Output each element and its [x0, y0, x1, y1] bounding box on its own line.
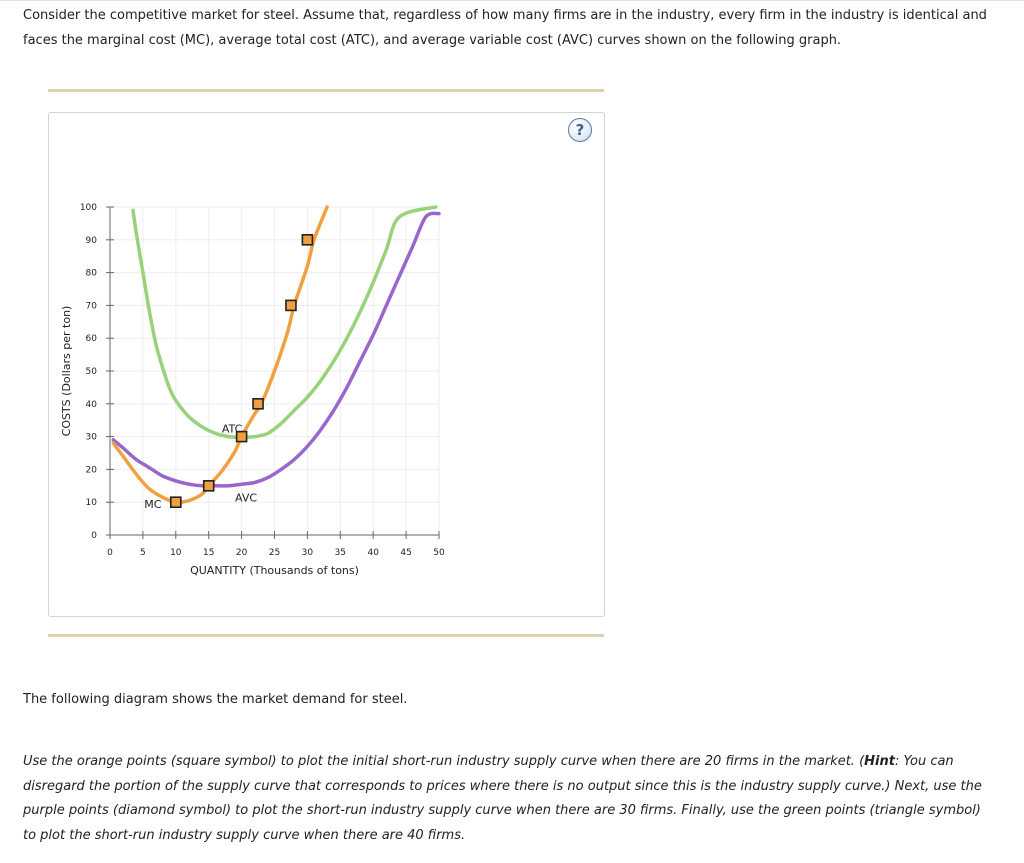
y-tick-label: 30: [86, 433, 98, 443]
mc-point-marker: [170, 496, 182, 509]
chart-curve-labels: ATC AVC MC: [144, 422, 257, 510]
instructions-text: Use the orange points (square symbol) to…: [23, 750, 993, 848]
x-tick-label: 35: [335, 548, 346, 558]
graph-top-bar: [48, 89, 604, 92]
x-tick-label: 30: [302, 548, 314, 558]
x-tick-label: 40: [367, 548, 379, 558]
mc-point-marker: [235, 430, 248, 443]
x-axis-ticks: 0 5 10 15 20 25 30 35 40 45 50: [107, 531, 445, 558]
y-tick-label: 90: [86, 236, 98, 246]
mc-point-marker: [285, 299, 297, 312]
chart-curves: [111, 205, 441, 505]
atc-label: ATC: [222, 422, 243, 435]
y-tick-label: 10: [86, 498, 98, 508]
y-tick-label: 80: [86, 269, 98, 279]
x-tick-label: 10: [170, 548, 182, 558]
intro-text: Consider the competitive market for stee…: [23, 8, 987, 48]
atc-curve: [131, 205, 438, 440]
x-tick-label: 15: [203, 548, 214, 558]
mc-point-marker: [202, 479, 215, 492]
avc-curve: [111, 211, 441, 488]
mc-point-marker: [301, 234, 314, 246]
demand-intro-text: The following diagram shows the market d…: [23, 692, 408, 707]
y-tick-label: 20: [86, 465, 98, 475]
x-axis-label: QUANTITY (Thousands of tons): [190, 564, 359, 577]
mc-point-marker: [252, 397, 264, 410]
y-axis-ticks: 0 10 20 30 40 50 60 70 80 90 100: [80, 203, 114, 541]
top-divider: [0, 0, 1024, 1]
x-tick-label: 5: [140, 548, 146, 558]
avc-label: AVC: [235, 491, 257, 504]
x-tick-label: 45: [400, 548, 411, 558]
x-tick-label: 20: [236, 548, 248, 558]
x-tick-label: 25: [269, 548, 280, 558]
mc-label: MC: [144, 498, 161, 511]
x-tick-label: 50: [433, 548, 445, 558]
x-tick-label: 0: [107, 548, 113, 558]
graph-panel: [48, 112, 605, 617]
y-tick-label: 40: [86, 400, 98, 410]
chart-markers: [170, 234, 314, 509]
y-tick-label: 50: [86, 367, 98, 377]
graph-bottom-bar: [48, 634, 604, 637]
y-tick-label: 0: [91, 531, 97, 541]
instructions-part-2: : You can disregard the portion of the s…: [23, 754, 982, 843]
help-icon[interactable]: ?: [568, 118, 592, 142]
y-tick-label: 60: [86, 334, 98, 344]
instructions-part-1: Use the orange points (square symbol) to…: [23, 754, 865, 769]
y-tick-label: 100: [80, 203, 97, 213]
y-axis-label: COSTS (Dollars per ton): [60, 306, 73, 437]
hint-label: Hint: [864, 754, 895, 769]
y-tick-label: 70: [86, 301, 98, 311]
